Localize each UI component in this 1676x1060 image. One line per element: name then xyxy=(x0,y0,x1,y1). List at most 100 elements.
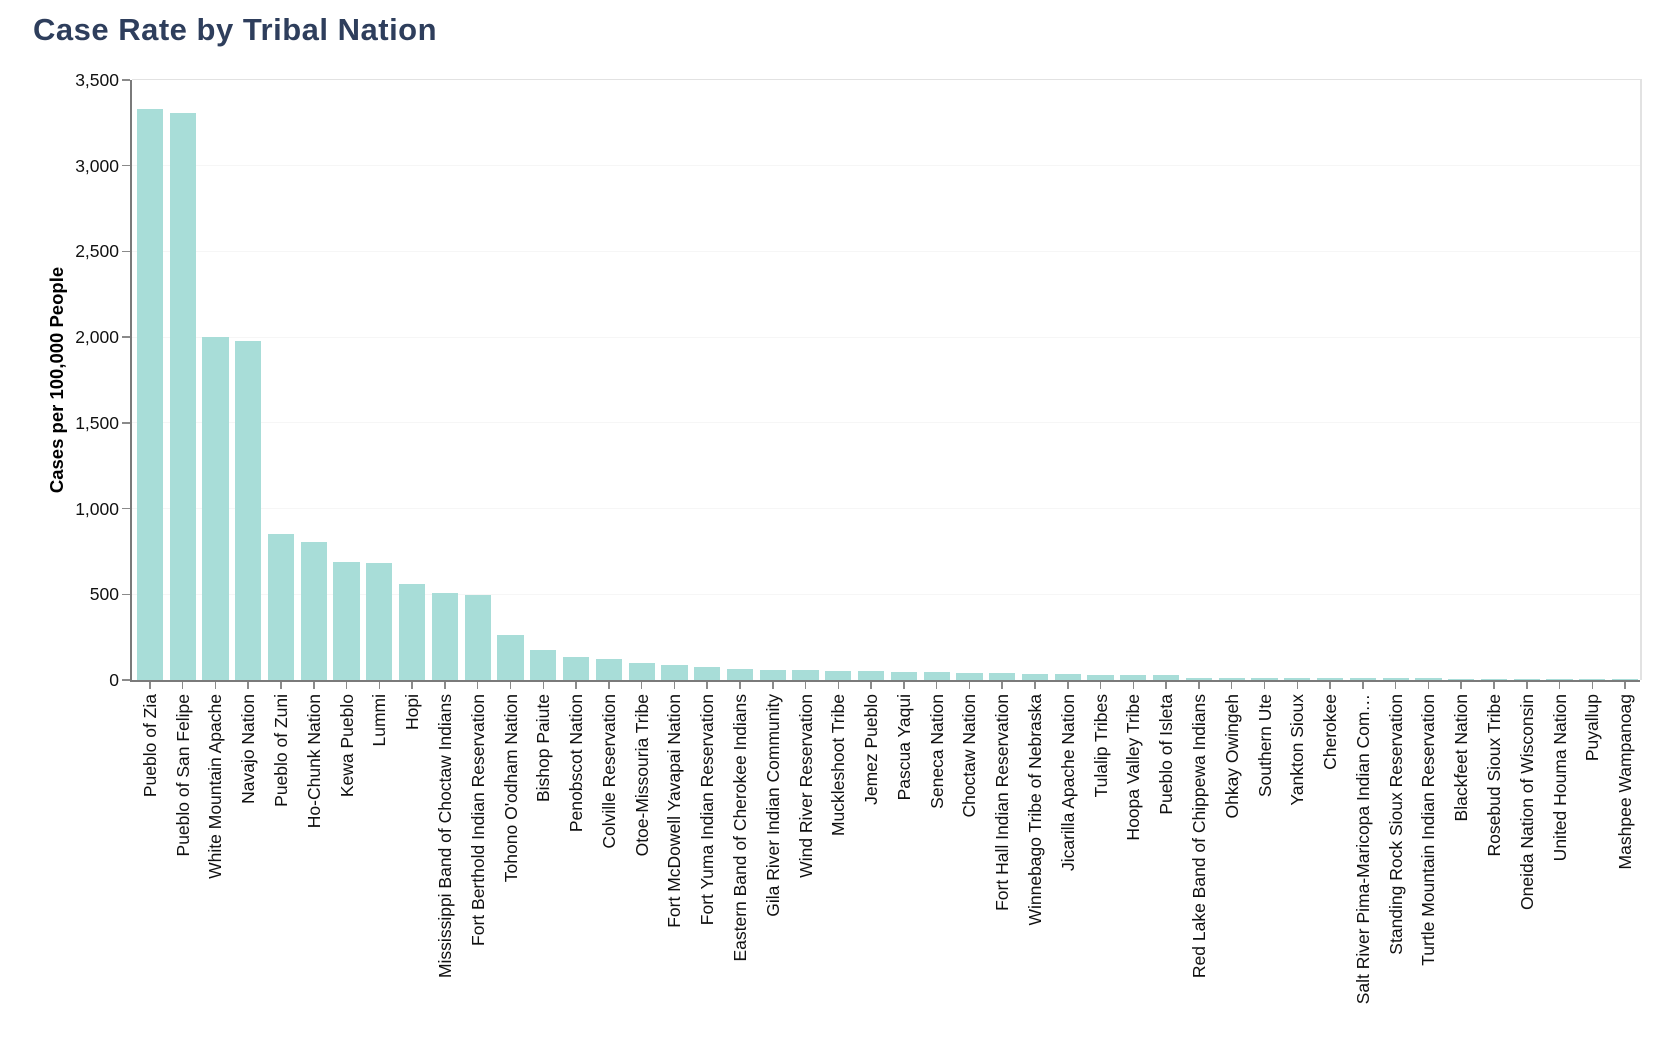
y-axis-tick xyxy=(122,679,130,681)
x-tick-label: United Houma Nation xyxy=(1549,694,1570,862)
bar xyxy=(989,673,1016,680)
x-tick-label: Otoe-Missouria Tribe xyxy=(631,694,652,857)
x-axis-tick xyxy=(1099,682,1102,689)
bar xyxy=(1513,678,1540,680)
bar xyxy=(792,670,819,680)
y-axis-tick xyxy=(122,593,130,596)
x-tick-label: Pueblo of Isleta xyxy=(1156,694,1177,815)
x-axis-tick xyxy=(772,682,774,689)
x-axis-tick xyxy=(1329,682,1331,689)
x-tick-label: Standing Rock Sioux Reservation xyxy=(1385,694,1406,955)
bar xyxy=(890,671,917,680)
x-axis-tick xyxy=(149,682,151,689)
gridline xyxy=(132,165,1640,167)
x-axis-tick xyxy=(1394,682,1397,689)
plot-border-top xyxy=(132,79,1641,80)
x-axis-tick xyxy=(1165,682,1167,689)
bar xyxy=(1579,679,1606,680)
x-tick-label: Muckleshoot Tribe xyxy=(828,694,849,837)
x-tick-label: Ho-Chunk Nation xyxy=(303,694,324,829)
x-axis-tick xyxy=(673,682,676,689)
x-axis-tick xyxy=(1526,682,1528,689)
x-tick-label: Mashpee Wampanoag xyxy=(1615,694,1636,870)
y-axis-title: Cases per 100,000 People xyxy=(46,266,67,494)
bar xyxy=(1480,678,1508,680)
y-axis-line xyxy=(130,80,132,682)
x-tick-label: Navajo Nation xyxy=(238,694,259,804)
x-tick-label: Fort McDowell Yavapai Nation xyxy=(664,694,685,928)
bar xyxy=(366,563,393,680)
x-tick-label: Rosebud Sioux Tribe xyxy=(1483,694,1504,857)
x-tick-label: Winnebago Tribe of Nebraska xyxy=(1025,694,1046,926)
x-tick-label: Fort Hall Indian Reservation xyxy=(992,694,1013,911)
x-tick-label: Puyallup xyxy=(1582,694,1603,762)
x-tick-label: Cherokee xyxy=(1320,694,1341,770)
x-axis-tick xyxy=(1198,682,1200,689)
bar xyxy=(1153,675,1180,680)
x-tick-label: Colville Reservation xyxy=(598,694,619,849)
bar xyxy=(399,584,426,680)
x-axis-tick xyxy=(181,682,184,689)
x-tick-label: Tulalip Tribes xyxy=(1090,694,1111,798)
bar xyxy=(726,669,754,680)
x-axis-tick xyxy=(378,682,381,689)
bar xyxy=(497,635,524,680)
x-tick-label: Lummi xyxy=(369,694,390,747)
x-axis-tick xyxy=(542,682,545,689)
x-axis-tick xyxy=(575,682,577,689)
x-tick-label: Mississippi Band of Choctaw Indians xyxy=(434,694,455,979)
bar xyxy=(661,665,688,680)
x-tick-label: Yankton Sioux xyxy=(1287,694,1308,806)
x-axis-tick xyxy=(804,682,807,689)
bar xyxy=(431,592,459,680)
x-axis-tick xyxy=(476,682,479,689)
bar xyxy=(1218,677,1245,680)
y-tick-label: 1,000 xyxy=(75,498,119,519)
x-axis-tick xyxy=(214,682,217,689)
y-tick-label: 3,000 xyxy=(75,155,119,176)
x-tick-label: Jicarilla Apache Nation xyxy=(1057,694,1078,872)
gridline xyxy=(132,250,1640,252)
y-axis-tick xyxy=(122,507,130,510)
x-axis-tick xyxy=(1362,682,1364,689)
x-tick-label: Pascua Yaqui xyxy=(893,694,914,801)
gridline xyxy=(132,422,1640,424)
x-tick-label: Eastern Band of Cherokee Indians xyxy=(729,694,750,962)
y-axis-tick xyxy=(122,250,130,253)
x-axis-tick xyxy=(608,682,610,689)
x-tick-label: Choctaw Nation xyxy=(959,694,980,818)
x-tick-label: Jemez Pueblo xyxy=(861,694,882,805)
bar xyxy=(169,113,196,680)
y-tick-label: 2,500 xyxy=(75,241,119,262)
bar xyxy=(464,595,491,680)
bar xyxy=(333,561,360,680)
x-tick-label: Penobscot Nation xyxy=(566,694,587,833)
gridline xyxy=(132,508,1640,510)
x-axis-tick xyxy=(1132,682,1135,689)
x-axis-tick xyxy=(870,682,872,689)
x-axis-tick xyxy=(1558,682,1561,689)
x-axis-tick xyxy=(1624,682,1626,689)
x-tick-label: Gila River Indian Community xyxy=(762,694,783,917)
x-axis-tick xyxy=(935,682,938,689)
bar xyxy=(1611,679,1639,680)
x-axis-tick xyxy=(345,682,348,689)
x-tick-label: Wind River Reservation xyxy=(795,694,816,878)
y-tick-label: 1,500 xyxy=(75,412,119,433)
x-axis-tick xyxy=(903,682,905,689)
bar xyxy=(1251,678,1278,680)
x-axis-tick xyxy=(1493,682,1495,689)
gridline xyxy=(132,593,1640,595)
x-axis-tick xyxy=(1427,682,1430,689)
bar xyxy=(267,534,295,680)
x-axis-tick xyxy=(837,682,840,689)
x-tick-label: Southern Ute xyxy=(1254,694,1275,798)
bar xyxy=(235,341,262,680)
x-axis-tick xyxy=(1263,682,1266,689)
chart-title: Case Rate by Tribal Nation xyxy=(33,12,438,47)
plot-border-right xyxy=(1640,79,1642,680)
bar xyxy=(1546,678,1573,680)
x-axis-tick xyxy=(1230,682,1233,689)
x-axis-tick xyxy=(1591,682,1594,689)
